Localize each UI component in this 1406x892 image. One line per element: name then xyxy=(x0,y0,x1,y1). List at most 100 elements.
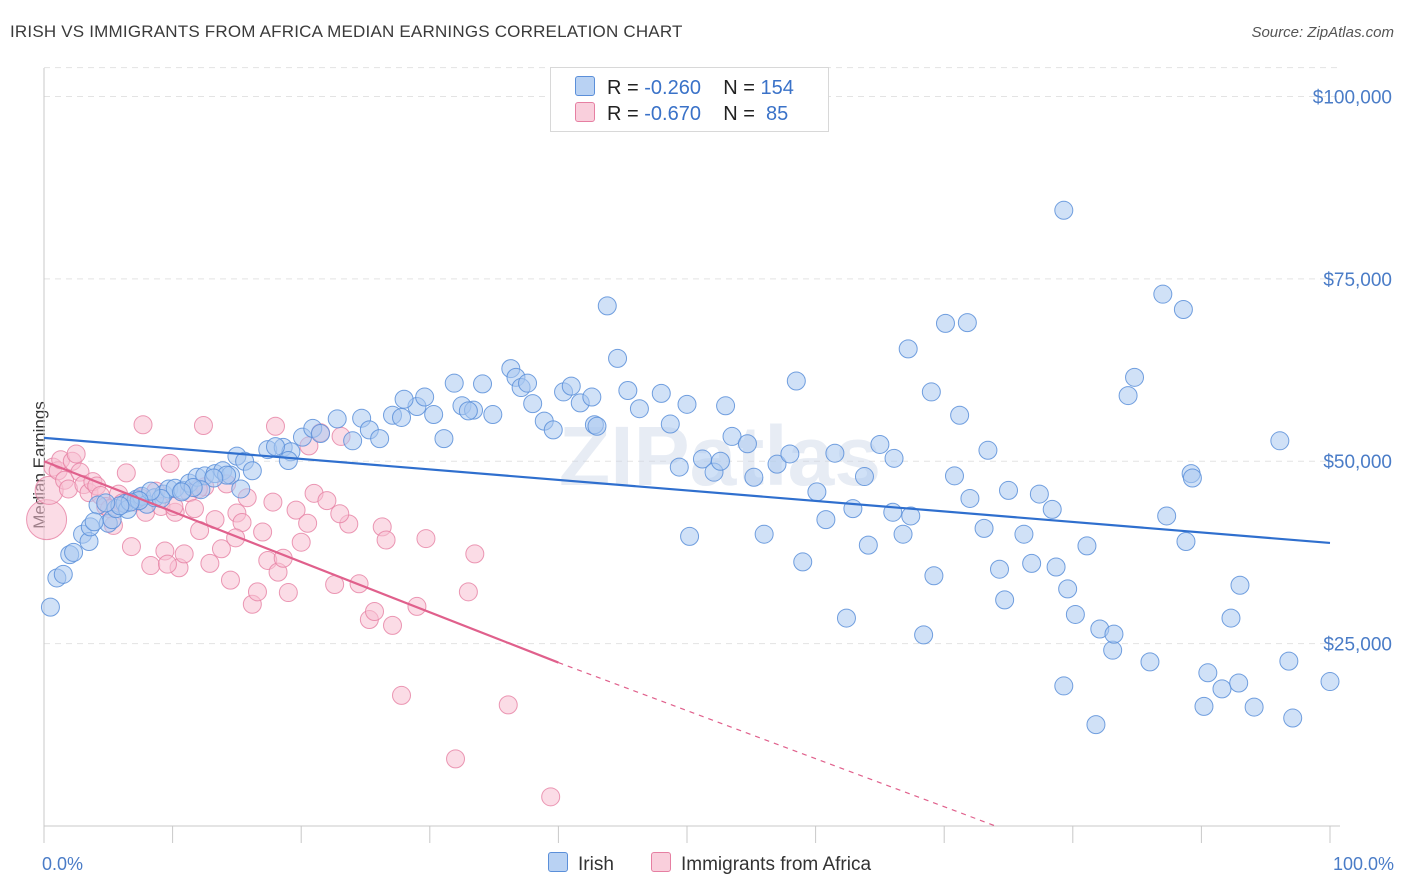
irish-point xyxy=(974,518,994,538)
y-tick-label: $50,000 xyxy=(1323,452,1392,473)
legend-n-label: N = xyxy=(723,103,755,125)
legend-r-value: -0.670 xyxy=(644,103,701,125)
africa-point xyxy=(330,504,350,524)
bottom-legend-africa: Immigrants from Africa xyxy=(651,852,871,876)
irish-point xyxy=(1014,524,1034,544)
irish-point xyxy=(950,405,970,425)
irish-point xyxy=(722,426,742,446)
y-tick-label: $75,000 xyxy=(1323,270,1392,291)
irish-point xyxy=(1173,299,1193,319)
irish-point xyxy=(914,625,934,645)
legend-n-label: N = xyxy=(723,77,755,99)
irish-point xyxy=(995,590,1015,610)
africa-point xyxy=(376,530,396,550)
irish-point xyxy=(473,374,493,394)
irish-point xyxy=(608,348,628,368)
x-tick-label-min: 0.0% xyxy=(42,854,83,874)
irish-point xyxy=(660,414,680,434)
irish-point xyxy=(1153,284,1173,304)
africa-point xyxy=(263,492,283,512)
legend-r-label: R = xyxy=(607,103,639,125)
irish-point xyxy=(669,457,689,477)
africa-point xyxy=(160,453,180,473)
irish-points xyxy=(40,200,1340,735)
irish-point xyxy=(1230,575,1250,595)
irish-point xyxy=(716,396,736,416)
africa-point xyxy=(498,695,518,715)
irish-point xyxy=(1077,536,1097,556)
irish-point xyxy=(767,454,787,474)
irish-point xyxy=(807,482,827,502)
irish-point xyxy=(1022,553,1042,573)
irish-point xyxy=(1198,663,1218,683)
irish-point xyxy=(870,434,890,454)
irish-point xyxy=(343,431,363,451)
africa-point xyxy=(383,615,403,635)
africa-point xyxy=(247,582,267,602)
irish-point xyxy=(1221,608,1241,628)
irish-point xyxy=(40,597,60,617)
irish-point xyxy=(370,429,390,449)
irish-point xyxy=(310,424,330,444)
irish-point xyxy=(265,437,285,457)
legend-n-value: 154 xyxy=(760,77,794,99)
africa-point xyxy=(193,415,213,435)
africa-point xyxy=(141,556,161,576)
irish-point xyxy=(483,405,503,425)
africa-point xyxy=(26,499,68,541)
irish-point xyxy=(1086,715,1106,735)
irish-point xyxy=(96,493,116,513)
trend-lines xyxy=(43,436,1331,827)
irish-point xyxy=(921,382,941,402)
irish-point xyxy=(710,451,730,471)
axes xyxy=(43,68,1340,843)
x-tick-label-max: 100.0% xyxy=(1333,854,1394,874)
irish-point xyxy=(1104,624,1124,644)
axis-tick-labels: $25,000 $50,000 $75,000 $100,000 0.0% 100.0% xyxy=(42,87,1394,874)
irish-point xyxy=(204,468,224,488)
irish-point xyxy=(1054,676,1074,696)
africa-point xyxy=(458,582,478,602)
irish-point xyxy=(543,420,563,440)
africa-point xyxy=(278,583,298,603)
irish-point xyxy=(444,373,464,393)
africa-point xyxy=(392,685,412,705)
irish-point xyxy=(737,434,757,454)
africa-point xyxy=(416,529,436,549)
irish-point xyxy=(858,535,878,555)
irish-point xyxy=(793,552,813,572)
irish-point xyxy=(1140,652,1160,672)
africa-point xyxy=(220,570,240,590)
africa-point xyxy=(265,416,285,436)
irish-point xyxy=(893,524,913,544)
irish-point xyxy=(415,387,435,407)
irish-point xyxy=(1054,200,1074,220)
bottom-legend-irish-label: Irish xyxy=(578,854,614,875)
africa-point xyxy=(446,749,466,769)
irish-point xyxy=(677,394,697,414)
africa-point xyxy=(66,444,86,464)
africa-swatch xyxy=(575,102,595,122)
irish-point xyxy=(901,506,921,526)
africa-point xyxy=(121,537,141,557)
irish-point xyxy=(854,467,874,487)
africa-point xyxy=(184,499,204,519)
legend-row-africa: R = -0.670 N = 85 xyxy=(575,102,788,126)
irish-trend-line xyxy=(43,436,1331,545)
irish-point xyxy=(587,416,607,436)
chart-source: Source: ZipAtlas.com xyxy=(1251,24,1394,41)
africa-swatch xyxy=(651,852,671,872)
bottom-legend-irish: Irish xyxy=(548,852,614,876)
irish-point xyxy=(744,467,764,487)
bottom-legend-africa-label: Immigrants from Africa xyxy=(681,854,872,875)
irish-point xyxy=(597,296,617,316)
africa-point xyxy=(157,554,177,574)
irish-point xyxy=(561,376,581,396)
irish-point xyxy=(944,466,964,486)
irish-point xyxy=(1029,484,1049,504)
irish-swatch xyxy=(548,852,568,872)
irish-point xyxy=(786,371,806,391)
africa-point xyxy=(291,532,311,552)
irish-point xyxy=(434,429,454,449)
